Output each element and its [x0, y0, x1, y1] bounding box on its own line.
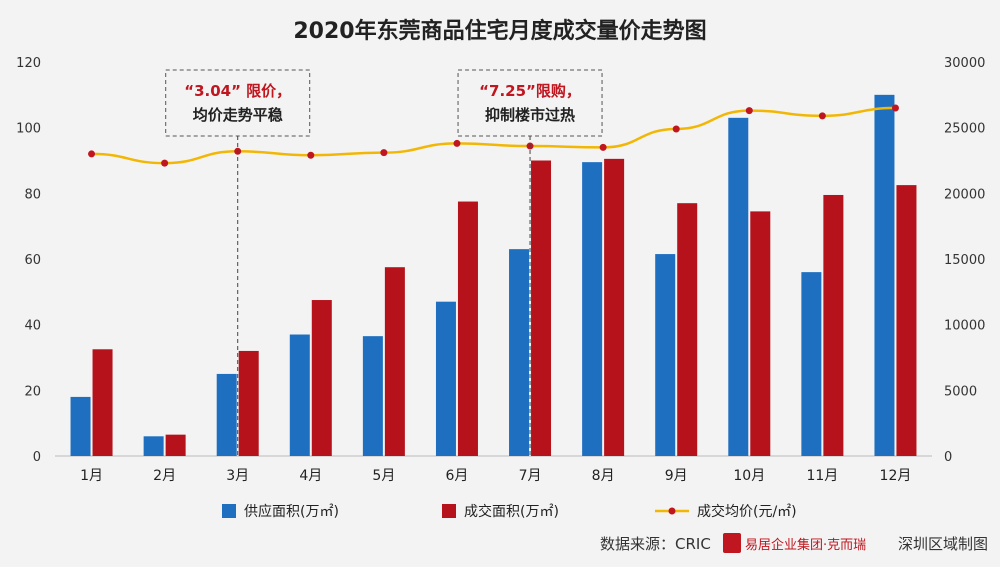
left-tick-label: 120 [16, 56, 41, 71]
bar-transaction [896, 185, 917, 456]
price-point [453, 139, 461, 147]
annotation-line2: 均价走势平稳 [193, 106, 283, 124]
left-tick-label: 40 [24, 319, 41, 334]
price-point [88, 150, 96, 158]
x-tick-label: 12月 [880, 468, 912, 484]
bar-supply [728, 117, 749, 457]
right-tick-label: 5000 [944, 384, 977, 399]
legend-label: 成交面积(万㎡) [464, 503, 559, 520]
footer: 数据来源：CRIC 易居企业集团·克而瑞 深圳区域制图 [600, 533, 988, 553]
x-tick-label: 3月 [226, 468, 249, 484]
x-tick-label: 1月 [80, 468, 103, 484]
x-tick-label: 10月 [733, 468, 765, 484]
price-point [599, 143, 607, 151]
logo-text: 易居企业集团·克而瑞 [745, 537, 866, 553]
price-point [307, 151, 315, 159]
annotation-line1: “7.25”限购， [479, 82, 581, 100]
bar-supply [435, 301, 456, 456]
bar-supply [362, 336, 383, 456]
left-tick-label: 60 [24, 253, 41, 268]
bar-transaction [238, 350, 259, 456]
bar-supply [874, 94, 895, 456]
price-point [380, 149, 388, 157]
left-tick-label: 0 [33, 450, 41, 465]
legend-marker [668, 507, 676, 515]
x-tick-label: 7月 [519, 468, 542, 484]
bar-supply [143, 436, 164, 456]
legend: 供应面积(万㎡) 成交面积(万㎡) 成交均价(元/㎡) [222, 503, 797, 520]
x-tick-label: 9月 [665, 468, 688, 484]
annotation-quote: “3.04” [184, 82, 241, 100]
price-point [745, 107, 753, 115]
bar-transaction [823, 194, 844, 456]
bar-supply [582, 162, 603, 456]
credit-text: 深圳区域制图 [898, 535, 988, 553]
legend-label: 供应面积(万㎡) [244, 503, 339, 520]
legend-swatch [442, 504, 456, 518]
left-tick-label: 80 [24, 187, 41, 202]
price-point [891, 104, 899, 112]
bar-supply [70, 396, 91, 456]
right-tick-label: 30000 [944, 56, 985, 71]
annotation-box [457, 69, 603, 137]
right-tick-label: 20000 [944, 187, 985, 202]
x-tick-label: 2月 [153, 468, 176, 484]
right-tick-label: 10000 [944, 319, 985, 334]
price-point [161, 159, 169, 167]
annotation-line1: “3.04” 限价， [184, 82, 291, 100]
right-tick-label: 25000 [944, 122, 985, 137]
legend-swatch [222, 504, 236, 518]
bar-supply [801, 272, 822, 456]
bar-supply [216, 373, 237, 456]
x-tick-label: 11月 [806, 468, 838, 484]
bar-transaction [531, 160, 552, 456]
left-tick-label: 20 [24, 384, 41, 399]
right-tick-label: 0 [944, 450, 952, 465]
x-tick-label: 6月 [445, 468, 468, 484]
bar-supply [289, 334, 310, 456]
annotation-label: 限价， [241, 82, 291, 100]
x-tick-label: 5月 [372, 468, 395, 484]
bar-supply [509, 249, 530, 456]
left-tick-label: 100 [16, 122, 41, 137]
legend-label: 成交均价(元/㎡) [697, 503, 797, 520]
annotation-box [165, 69, 311, 137]
watermark-logo: 易居企业集团·克而瑞 [723, 533, 866, 553]
right-tick-label: 15000 [944, 253, 985, 268]
bar-transaction [311, 300, 332, 456]
bar-transaction [677, 203, 698, 456]
bar-transaction [92, 349, 113, 456]
bar-transaction [457, 201, 478, 456]
bar-transaction [384, 267, 405, 456]
plot-area: 0 20 40 60 80 100 120 0 5000 10000 15000 20000 25000… [16, 56, 985, 484]
annotation-quote: “7.25” [479, 82, 536, 100]
source-text: 数据来源：CRIC [600, 535, 711, 553]
price-point [672, 125, 680, 133]
chart-title: 2020年东莞商品住宅月度成交量价走势图 [293, 18, 706, 44]
x-tick-label: 4月 [299, 468, 322, 484]
annotation-label: 限购， [536, 82, 581, 100]
price-point [818, 112, 826, 120]
x-tick-label: 8月 [592, 468, 615, 484]
bar-supply [655, 254, 676, 456]
bar-transaction [604, 158, 625, 456]
bar-transaction [165, 434, 186, 456]
annotation-line2: 抑制楼市过热 [485, 106, 575, 124]
bar-transaction [750, 211, 771, 456]
